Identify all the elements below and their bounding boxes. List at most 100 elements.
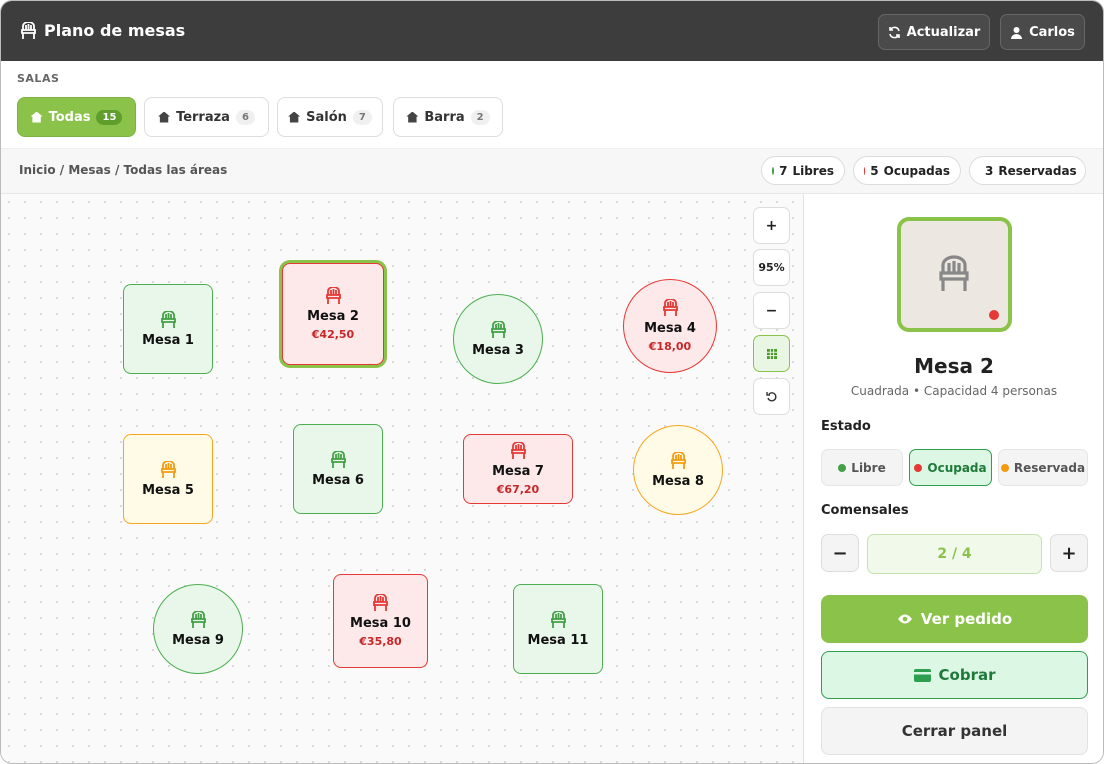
chair-icon bbox=[490, 320, 506, 338]
status-dot bbox=[989, 310, 999, 320]
guests-minus[interactable]: − bbox=[821, 534, 859, 572]
table[interactable]: Mesa 9 bbox=[153, 584, 243, 674]
table-name: Mesa 6 bbox=[312, 472, 364, 488]
grid-toggle[interactable] bbox=[753, 335, 790, 372]
table-amount: €42,50 bbox=[311, 328, 355, 341]
table-name: Mesa 8 bbox=[652, 473, 704, 489]
table-panel: Mesa 2 Cuadrada • Capacidad 4 personas E… bbox=[803, 194, 1103, 763]
eye-icon bbox=[897, 614, 912, 624]
tab-icon bbox=[288, 111, 301, 123]
status-pill: 5 Ocupadas bbox=[853, 156, 961, 185]
state-option[interactable]: Libre bbox=[821, 449, 903, 486]
table[interactable]: Mesa 10 €35,80 bbox=[333, 574, 428, 668]
table[interactable]: Mesa 11 bbox=[513, 584, 603, 674]
status-label: Reservadas bbox=[998, 163, 1077, 178]
breadcrumb: Inicio / Mesas / Todas las áreas bbox=[19, 163, 228, 177]
view-order-button[interactable]: Ver pedido bbox=[821, 595, 1088, 643]
tab-count: 2 bbox=[470, 109, 490, 125]
charge-label: Cobrar bbox=[938, 666, 996, 684]
close-panel-label: Cerrar panel bbox=[901, 722, 1008, 740]
state-dot bbox=[1000, 463, 1009, 472]
status-count: 5 bbox=[870, 163, 879, 178]
reset-view[interactable] bbox=[753, 378, 790, 415]
table[interactable]: Mesa 6 bbox=[293, 424, 383, 514]
chair-icon bbox=[160, 310, 176, 328]
view-order-label: Ver pedido bbox=[920, 610, 1013, 628]
tab-count: 6 bbox=[235, 109, 255, 125]
status-label: Ocupadas bbox=[883, 163, 950, 178]
state-option[interactable]: Ocupada bbox=[909, 449, 992, 486]
table-name: Mesa 7 bbox=[492, 464, 544, 479]
tab-icon bbox=[406, 111, 419, 123]
header: Plano de mesas Actualizar Carlos bbox=[1, 1, 1103, 61]
table[interactable]: Mesa 4 €18,00 bbox=[623, 279, 717, 373]
zoom-level: 95% bbox=[753, 249, 790, 286]
chair-icon bbox=[670, 451, 686, 469]
state-dot bbox=[838, 463, 847, 472]
tab-icon bbox=[30, 111, 43, 123]
table-name: Mesa 3 bbox=[472, 342, 524, 358]
table-name: Mesa 9 bbox=[172, 632, 224, 648]
rooms-label: SALAS bbox=[17, 72, 60, 85]
table-amount: €67,20 bbox=[496, 483, 540, 496]
table-name: Mesa 2 bbox=[307, 309, 359, 324]
status-dot bbox=[864, 166, 866, 175]
chair-icon bbox=[325, 287, 341, 304]
tab-name: Salón bbox=[306, 109, 347, 125]
refresh-label: Actualizar bbox=[906, 24, 981, 40]
room-tab[interactable]: Terraza 6 bbox=[144, 97, 269, 137]
state-option[interactable]: Reservada bbox=[998, 449, 1088, 486]
user-icon bbox=[1011, 26, 1023, 39]
state-label: Reservada bbox=[1013, 460, 1086, 475]
state-dot bbox=[914, 463, 923, 472]
panel-subtitle: Cuadrada • Capacidad 4 personas bbox=[850, 384, 1058, 398]
refresh-icon bbox=[888, 26, 900, 38]
zoom-in[interactable]: + bbox=[753, 207, 790, 244]
room-tab[interactable]: Salón 7 bbox=[277, 97, 383, 137]
table[interactable]: Mesa 1 bbox=[123, 284, 213, 374]
table-amount: €35,80 bbox=[359, 635, 402, 648]
chair-icon bbox=[330, 450, 346, 468]
guests-label: Comensales bbox=[821, 503, 909, 518]
tab-name: Todas bbox=[48, 109, 91, 125]
user-label: Carlos bbox=[1029, 24, 1075, 40]
tab-count: 7 bbox=[352, 109, 372, 125]
zoom-out[interactable]: − bbox=[753, 292, 790, 329]
table-amount: €18,00 bbox=[648, 340, 692, 353]
status-dot bbox=[772, 166, 775, 175]
tab-name: Terraza bbox=[176, 109, 230, 125]
chair-icon bbox=[190, 610, 206, 628]
chair-icon bbox=[160, 460, 176, 478]
table-name: Mesa 10 bbox=[350, 616, 411, 631]
tab-icon bbox=[158, 111, 171, 123]
guests-plus[interactable]: + bbox=[1050, 534, 1088, 572]
user-button[interactable]: Carlos bbox=[1000, 14, 1085, 50]
table-name: Mesa 11 bbox=[527, 632, 589, 648]
table-name: Mesa 4 bbox=[644, 321, 696, 336]
chair-icon bbox=[662, 299, 678, 316]
room-tab[interactable]: Barra 2 bbox=[393, 97, 503, 137]
charge-button[interactable]: Cobrar bbox=[821, 651, 1088, 699]
chair-icon bbox=[21, 22, 36, 39]
chair-icon bbox=[373, 594, 388, 611]
app-title: Plano de mesas bbox=[44, 21, 186, 40]
state-label: Libre bbox=[851, 460, 886, 475]
chair-icon bbox=[939, 255, 969, 291]
reset-icon bbox=[765, 391, 777, 402]
table[interactable]: Mesa 7 €67,20 bbox=[463, 434, 573, 504]
panel-title: Mesa 2 bbox=[914, 354, 994, 378]
table[interactable]: Mesa 2 €42,50 bbox=[282, 263, 384, 365]
grid-icon bbox=[766, 348, 777, 359]
table[interactable]: Mesa 5 bbox=[123, 434, 213, 524]
table-preview bbox=[897, 217, 1012, 332]
refresh-button[interactable]: Actualizar bbox=[878, 14, 990, 50]
status-count: 3 bbox=[985, 163, 994, 178]
close-panel-button[interactable]: Cerrar panel bbox=[821, 707, 1088, 755]
table[interactable]: Mesa 3 bbox=[453, 294, 543, 384]
room-tab[interactable]: Todas 15 bbox=[17, 97, 136, 137]
status-pill: 3 Reservadas bbox=[969, 156, 1086, 185]
table[interactable]: Mesa 8 bbox=[633, 425, 723, 515]
card-icon bbox=[913, 668, 931, 682]
status-label: Libres bbox=[792, 163, 834, 178]
